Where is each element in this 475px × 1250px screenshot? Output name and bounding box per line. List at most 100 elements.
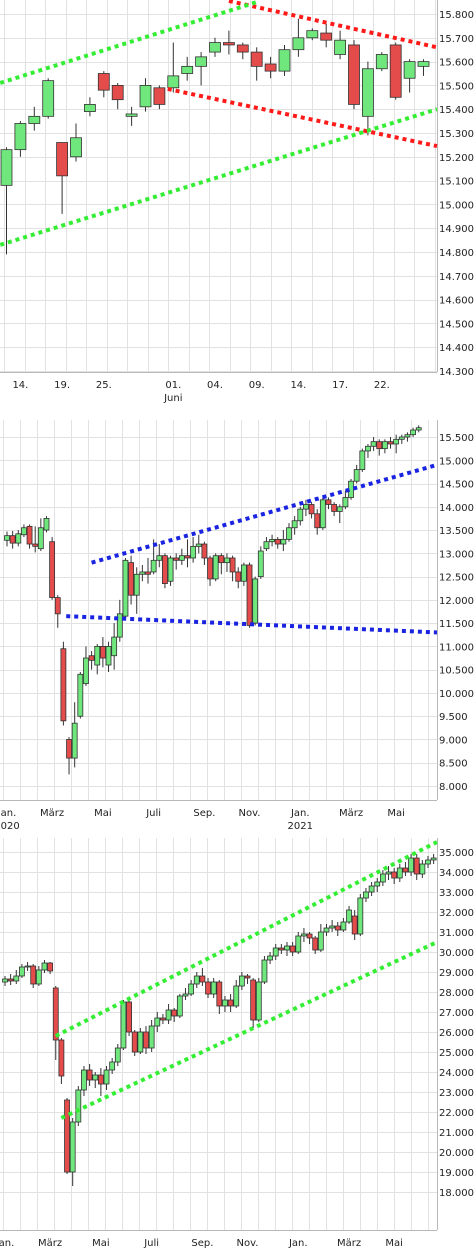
candle-body <box>103 1069 110 1085</box>
candle-body <box>408 857 414 873</box>
candle-body <box>7 978 14 982</box>
candle-body <box>278 947 285 951</box>
candle-up <box>269 534 275 547</box>
candle-body <box>331 504 338 512</box>
candle-down <box>389 42 402 100</box>
candle-down <box>246 562 253 628</box>
candle-up <box>368 882 375 896</box>
candle-body <box>75 1089 82 1123</box>
candle-up <box>404 432 411 442</box>
candle-body <box>391 871 398 879</box>
candle-body <box>370 441 377 447</box>
candle-body <box>137 1031 144 1053</box>
candle-up <box>393 434 400 454</box>
candle-up <box>15 530 22 547</box>
y-axis-labels: 18.000 19.000 20.000 21.000 22.000 23.000 24.0… <box>439 848 474 1199</box>
x-axis-labels: Jan. 2020 März Mai Juli Sep. Nov. Jan. 2021 März M… <box>0 808 405 830</box>
candle-up <box>71 702 78 768</box>
candle-body <box>64 1099 70 1173</box>
candle-down <box>26 524 33 549</box>
candle-up <box>0 147 13 255</box>
x-tick-label: März <box>337 1238 361 1249</box>
candle-body <box>375 54 388 70</box>
candle-up <box>181 56 194 81</box>
candle-down <box>52 986 59 1060</box>
candle-body <box>252 578 259 624</box>
y-tick-label: 10.500 <box>439 666 474 677</box>
y-tick-label: 14.600 <box>439 296 474 307</box>
y-tick-label: 19.000 <box>439 1168 474 1179</box>
trendlines <box>66 462 438 635</box>
y-tick-label: 14.300 <box>439 367 474 378</box>
candle-up <box>195 52 208 86</box>
chart-panel-1: 14.300 14.400 14.500 14.600 14.700 14.800 14.9… <box>0 0 475 410</box>
candle-up <box>317 924 324 952</box>
candle-down <box>111 83 124 110</box>
y-tick-label: 15.000 <box>439 456 474 467</box>
candle-body <box>37 527 44 550</box>
candle-body <box>56 142 68 177</box>
candle-up <box>403 59 416 93</box>
candle-body <box>389 44 402 98</box>
candle-body <box>357 897 364 935</box>
candle-down <box>244 974 251 984</box>
candle-body <box>257 550 264 578</box>
candle-body <box>295 935 302 953</box>
candle-down <box>314 509 321 535</box>
candle-body <box>306 30 319 39</box>
candle-body <box>233 985 240 1007</box>
candle-down <box>56 142 68 214</box>
candle-body <box>323 927 330 933</box>
candle-down <box>216 980 223 1014</box>
y-tick-label: 11.500 <box>439 619 474 630</box>
candle-body <box>52 987 59 1041</box>
x-tick-label: Jan. <box>290 808 310 819</box>
candle-body <box>9 535 16 544</box>
candle-body <box>0 149 13 186</box>
candle-body <box>21 527 27 536</box>
candle-body <box>250 51 263 67</box>
candle-down <box>201 541 208 565</box>
candle-body <box>43 518 50 531</box>
x-tick-label: Mai <box>92 1238 110 1249</box>
candle-body <box>264 63 277 72</box>
candle-up <box>385 866 392 880</box>
x-tick-sublabel: 2020 <box>0 821 20 830</box>
candle-body <box>346 909 352 923</box>
y-tick-label: 10.000 <box>439 689 474 700</box>
candle-body <box>120 1001 127 1049</box>
candle-body <box>284 945 290 951</box>
candle-down <box>153 85 166 110</box>
candle-up <box>37 518 44 552</box>
candlestick-chart-daily: 14.300 14.400 14.500 14.600 14.700 14.800 14.9… <box>0 0 474 404</box>
candle-up <box>137 1028 144 1054</box>
candle-body <box>320 32 333 41</box>
candle-body <box>24 965 31 968</box>
candle-up <box>346 906 352 924</box>
candle-down <box>32 526 39 553</box>
trendline <box>54 840 438 1038</box>
candle-up <box>297 506 304 526</box>
candle-up <box>365 443 371 458</box>
y-tick-label: 34.000 <box>439 868 474 879</box>
candle-body <box>379 873 386 883</box>
x-tick-label: 14. <box>290 380 306 391</box>
candle-body <box>181 65 194 74</box>
candle-up <box>252 576 259 626</box>
y-tick-label: 8.000 <box>439 782 468 793</box>
y-tick-label: 15.200 <box>439 153 474 164</box>
candle-down <box>58 1038 65 1084</box>
candle-down <box>250 978 257 1028</box>
candle-body <box>114 1047 121 1063</box>
y-tick-label: 24.000 <box>439 1068 474 1079</box>
y-tick-label: 33.000 <box>439 888 474 899</box>
y-tick-label: 21.000 <box>439 1128 474 1139</box>
candle-body <box>419 863 426 875</box>
y-tick-label: 25.000 <box>439 1048 474 1059</box>
candle-body <box>143 1031 149 1049</box>
candle-up <box>41 960 48 973</box>
x-tick-label: Sep. <box>193 808 215 819</box>
x-tick-label: Juli <box>143 1238 159 1249</box>
candle-up <box>267 952 273 964</box>
candle-up <box>176 994 183 1018</box>
